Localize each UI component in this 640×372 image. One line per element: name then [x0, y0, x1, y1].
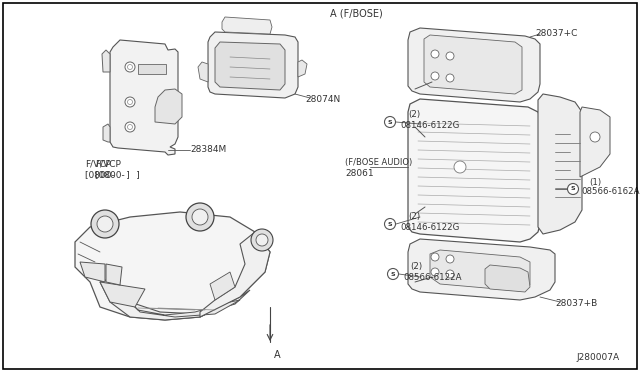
Polygon shape [103, 124, 110, 142]
Text: J280007A: J280007A [577, 353, 620, 362]
Circle shape [446, 255, 454, 263]
Circle shape [186, 203, 214, 231]
Circle shape [446, 52, 454, 60]
Polygon shape [110, 40, 178, 155]
Circle shape [192, 209, 208, 225]
Polygon shape [200, 232, 270, 317]
Text: S: S [388, 221, 392, 227]
Polygon shape [408, 28, 540, 102]
Polygon shape [430, 250, 530, 291]
Text: F/VCP: F/VCP [85, 160, 111, 169]
Circle shape [431, 72, 439, 80]
Circle shape [251, 229, 273, 251]
Polygon shape [538, 94, 582, 234]
Circle shape [127, 64, 132, 70]
Polygon shape [485, 265, 530, 292]
Circle shape [454, 161, 466, 173]
Polygon shape [100, 282, 145, 307]
Polygon shape [408, 239, 555, 300]
Polygon shape [215, 42, 285, 90]
Text: 28384M: 28384M [190, 145, 227, 154]
Text: 28037+B: 28037+B [555, 299, 597, 308]
Circle shape [385, 116, 396, 128]
Polygon shape [155, 89, 182, 124]
Polygon shape [580, 107, 610, 177]
Polygon shape [125, 297, 240, 317]
Circle shape [125, 62, 135, 72]
Text: A: A [274, 350, 280, 360]
Text: 28074N: 28074N [305, 96, 340, 105]
Circle shape [590, 132, 600, 142]
Text: 08146-6122G: 08146-6122G [400, 222, 460, 231]
Polygon shape [408, 99, 540, 242]
Polygon shape [75, 212, 270, 320]
Circle shape [431, 50, 439, 58]
Text: (2): (2) [408, 110, 420, 119]
Circle shape [127, 125, 132, 129]
Text: A (F/BOSE): A (F/BOSE) [330, 9, 383, 19]
Text: [0800-    ]: [0800- ] [95, 170, 140, 180]
Circle shape [431, 268, 439, 276]
Text: 08146-6122G: 08146-6122G [400, 121, 460, 129]
Text: S: S [388, 119, 392, 125]
Circle shape [568, 183, 579, 195]
Circle shape [125, 122, 135, 132]
Polygon shape [198, 62, 208, 82]
Text: S: S [390, 272, 396, 276]
Text: 08566-6162A: 08566-6162A [581, 187, 639, 196]
Circle shape [446, 270, 454, 278]
Bar [138, 64, 166, 74]
Circle shape [256, 234, 268, 246]
Circle shape [127, 99, 132, 105]
Text: (2): (2) [410, 262, 422, 270]
Polygon shape [102, 50, 110, 72]
Circle shape [446, 74, 454, 82]
Polygon shape [100, 277, 250, 320]
Circle shape [385, 218, 396, 230]
Polygon shape [424, 35, 522, 94]
Circle shape [91, 210, 119, 238]
Text: (1): (1) [589, 177, 601, 186]
Text: S: S [571, 186, 575, 192]
Circle shape [431, 253, 439, 261]
Polygon shape [80, 262, 105, 282]
Text: (2): (2) [408, 212, 420, 221]
Text: (F/BOSE AUDIO): (F/BOSE AUDIO) [345, 157, 412, 167]
Circle shape [97, 216, 113, 232]
Circle shape [387, 269, 399, 279]
Text: 28037+C: 28037+C [535, 29, 577, 38]
Polygon shape [106, 264, 122, 285]
Text: F/VCP: F/VCP [95, 160, 121, 169]
Polygon shape [222, 17, 272, 34]
Text: 28061: 28061 [345, 170, 374, 179]
Polygon shape [208, 32, 298, 98]
Text: [0800-    ]: [0800- ] [85, 170, 130, 180]
Text: 08566-6122A: 08566-6122A [403, 273, 461, 282]
Circle shape [125, 97, 135, 107]
Polygon shape [210, 272, 235, 300]
Polygon shape [298, 60, 307, 77]
